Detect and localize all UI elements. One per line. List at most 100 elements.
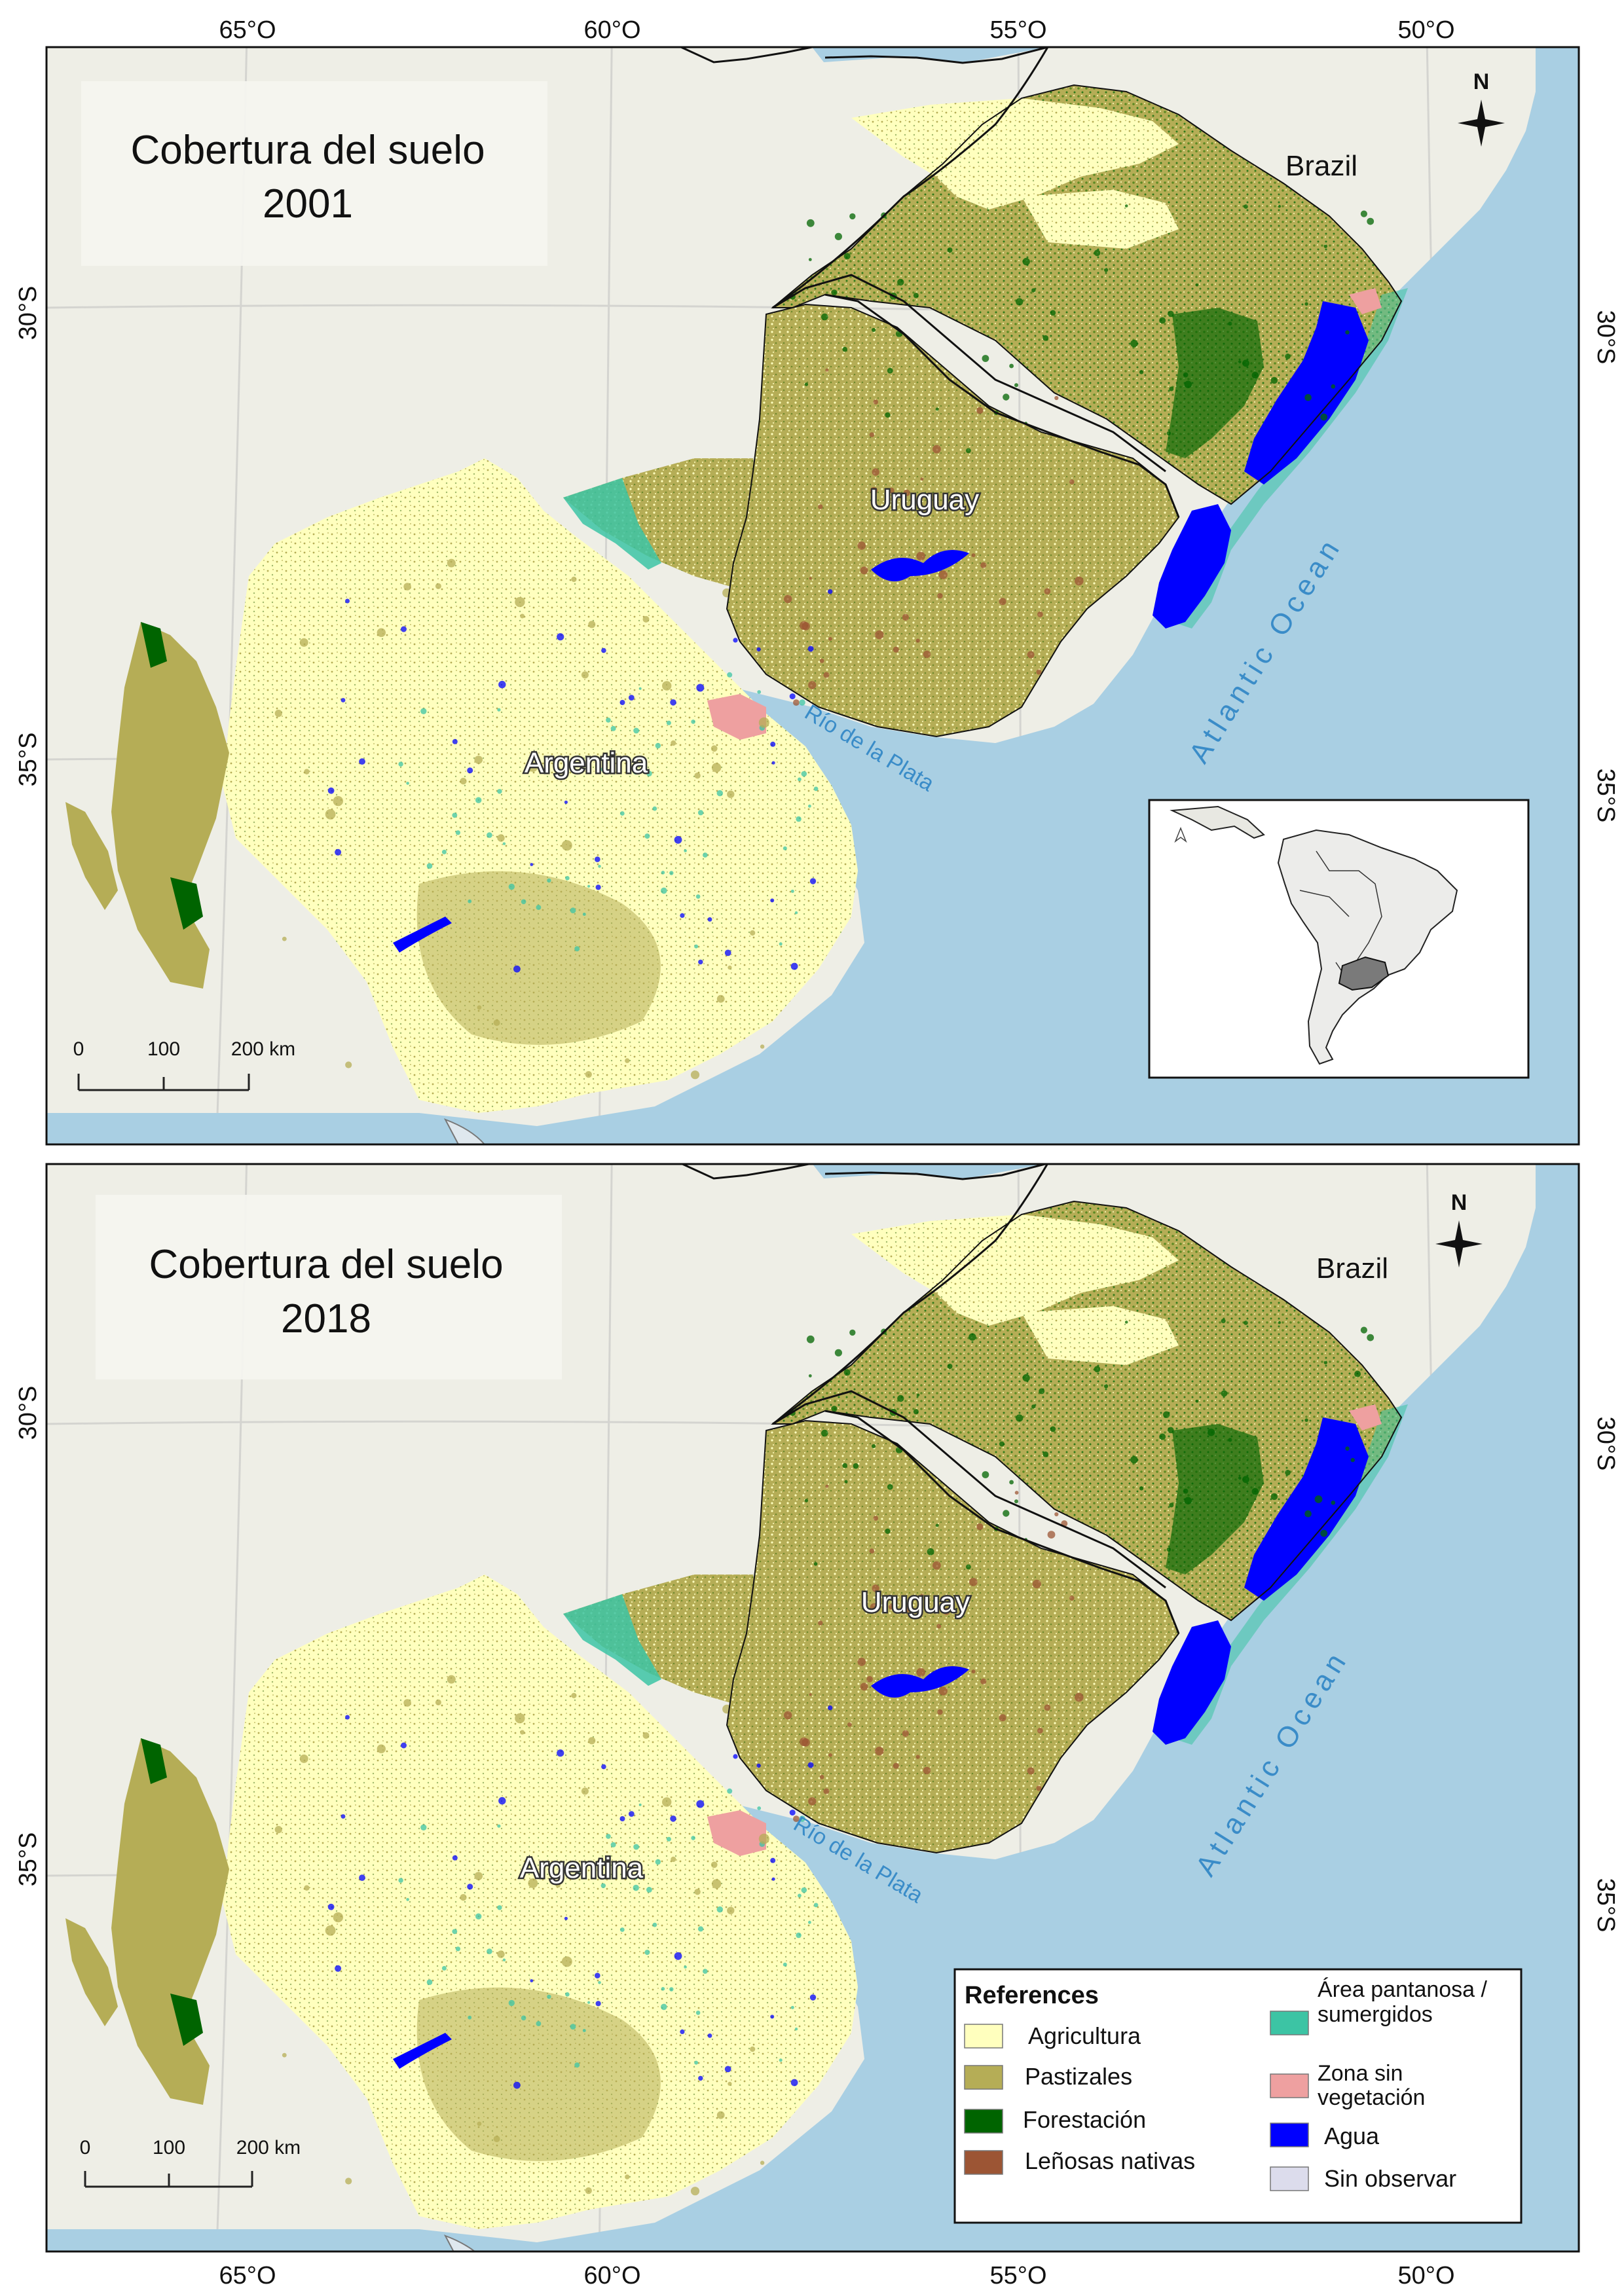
wetland-speck xyxy=(703,1969,708,1974)
bare-area-coast xyxy=(1349,288,1382,314)
forest-speck xyxy=(1168,1427,1174,1434)
forest-speck xyxy=(1360,210,1367,217)
native-woody-speck xyxy=(860,566,868,575)
forest-speck xyxy=(844,1480,848,1484)
wetland-speck xyxy=(694,2060,699,2065)
title-box-2001 xyxy=(81,81,547,266)
grassland-speck xyxy=(716,994,725,1003)
lat-label-35-left: 35°S xyxy=(14,733,42,787)
country-label-brazil: Brazil xyxy=(1285,150,1357,182)
forest-speck xyxy=(834,1349,842,1357)
scale-tick-100: 100 xyxy=(147,1038,180,1060)
wetland-speck xyxy=(598,865,601,868)
scale-tick-100-2018: 100 xyxy=(153,2137,185,2159)
grassland-speck xyxy=(710,1861,718,1868)
wetland-speck xyxy=(779,2058,783,2062)
lat-label-35-right-2018: 35°S xyxy=(1592,1878,1619,1933)
grassland-speck xyxy=(710,745,718,752)
water-speck xyxy=(498,1796,506,1805)
grassland-speck xyxy=(447,1675,456,1684)
region-pampa-grassland xyxy=(416,871,661,1045)
wetland-speck xyxy=(426,1979,433,1985)
forest-speck xyxy=(849,1329,856,1336)
grassland-speck xyxy=(581,1787,589,1795)
native-woody-speck xyxy=(823,672,830,678)
water-speck xyxy=(467,1884,473,1890)
forest-speck xyxy=(1221,1319,1226,1324)
grassland-speck xyxy=(555,1882,561,1888)
forest-speck xyxy=(821,313,828,321)
forest-speck xyxy=(1039,1388,1045,1394)
water-speck xyxy=(595,884,601,890)
inset-map-south-america xyxy=(1148,799,1530,1079)
water-speck xyxy=(530,863,534,866)
wetland-speck xyxy=(497,1905,502,1910)
water-speck xyxy=(595,1973,600,1978)
inset-study-area xyxy=(1338,956,1390,991)
forest-speck xyxy=(999,1441,1005,1447)
wetland-speck xyxy=(757,690,762,694)
scale-bar-2001: 0 100 200 km xyxy=(73,1038,295,1091)
grassland-speck xyxy=(497,834,505,842)
grassland-speck xyxy=(325,809,336,820)
region-pampa-grassland xyxy=(416,1987,661,2161)
wetland-speck xyxy=(661,2003,667,2011)
water-speck xyxy=(696,683,705,692)
native-woody-speck xyxy=(828,636,832,641)
grassland-speck xyxy=(515,1713,525,1724)
lon-label-65-bottom: 65°O xyxy=(219,2262,276,2289)
native-woody-speck xyxy=(784,1711,792,1720)
wetland-speck xyxy=(452,812,458,818)
forest-speck xyxy=(966,448,971,454)
scale-bar-2018: 0 100 200 km xyxy=(80,2137,301,2188)
water-speck xyxy=(452,1855,458,1861)
wetland-speck xyxy=(794,911,798,915)
wetland-speck xyxy=(644,833,650,839)
border-north-right xyxy=(824,47,1048,64)
grassland-speck xyxy=(520,1730,525,1735)
water-speck xyxy=(698,959,703,965)
grassland-speck xyxy=(528,1878,538,1888)
forest-patch-north xyxy=(141,622,167,668)
native-woody-speck xyxy=(923,1766,931,1775)
wetland-speck xyxy=(619,811,625,816)
native-woody-speck xyxy=(1036,1785,1042,1791)
water-speck xyxy=(557,1749,564,1757)
forest-speck xyxy=(1031,1404,1036,1409)
legend-swatch-sin-observar xyxy=(1270,2166,1309,2191)
region-patagonia xyxy=(111,622,229,989)
wetland-speck xyxy=(684,1965,687,1969)
wetland-speck xyxy=(757,1806,762,1810)
native-woody-speck xyxy=(1036,669,1042,675)
native-woody-speck xyxy=(942,1607,950,1615)
native-woody-speck xyxy=(808,681,817,689)
legend-swatch-area-pantanosa xyxy=(1270,2011,1309,2035)
forest-speck xyxy=(1320,1529,1327,1537)
scale-tick-200-2018: 200 km xyxy=(236,2137,301,2159)
lake-strip xyxy=(393,917,452,953)
grassland-speck xyxy=(304,769,310,774)
wetland-speck xyxy=(633,1884,639,1891)
water-speck xyxy=(564,1916,568,1920)
region-argentina-pampa xyxy=(223,1575,858,2229)
native-woody-speck xyxy=(808,1797,817,1806)
wetland-speck xyxy=(633,768,639,775)
grassland-speck xyxy=(333,1912,343,1923)
wetland-speck xyxy=(502,1958,506,1961)
legend-swatch-pastizales xyxy=(964,2065,1003,2090)
forest-speck xyxy=(1166,1547,1172,1552)
native-woody-speck xyxy=(784,594,792,604)
forest-speck xyxy=(831,1406,838,1412)
water-speck xyxy=(674,1952,682,1960)
native-woody-speck xyxy=(799,621,809,630)
forest-speck xyxy=(1360,1326,1367,1334)
forest-speck xyxy=(1104,268,1109,272)
forest-speck xyxy=(1169,386,1174,392)
legend-label-pastizales: Pastizales xyxy=(1025,2063,1132,2090)
forest-speck xyxy=(1238,360,1242,364)
grassland-speck xyxy=(662,681,672,691)
forest-speck xyxy=(1124,204,1128,208)
water-speck xyxy=(733,638,738,643)
